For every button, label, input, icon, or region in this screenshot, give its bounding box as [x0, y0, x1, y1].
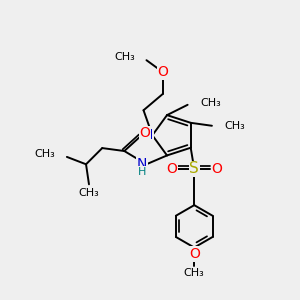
Text: CH₃: CH₃ [114, 52, 135, 62]
Text: S: S [189, 161, 199, 176]
Text: O: O [140, 126, 150, 140]
Text: CH₃: CH₃ [200, 98, 221, 108]
Text: O: O [166, 162, 177, 176]
Text: O: O [189, 247, 200, 261]
Text: CH₃: CH₃ [34, 149, 55, 159]
Text: CH₃: CH₃ [184, 268, 205, 278]
Text: CH₃: CH₃ [224, 121, 245, 131]
Text: H: H [138, 167, 146, 177]
Text: O: O [157, 65, 168, 79]
Text: CH₃: CH₃ [79, 188, 99, 197]
Text: N: N [137, 157, 147, 171]
Text: O: O [212, 162, 222, 176]
Text: N: N [143, 128, 153, 142]
